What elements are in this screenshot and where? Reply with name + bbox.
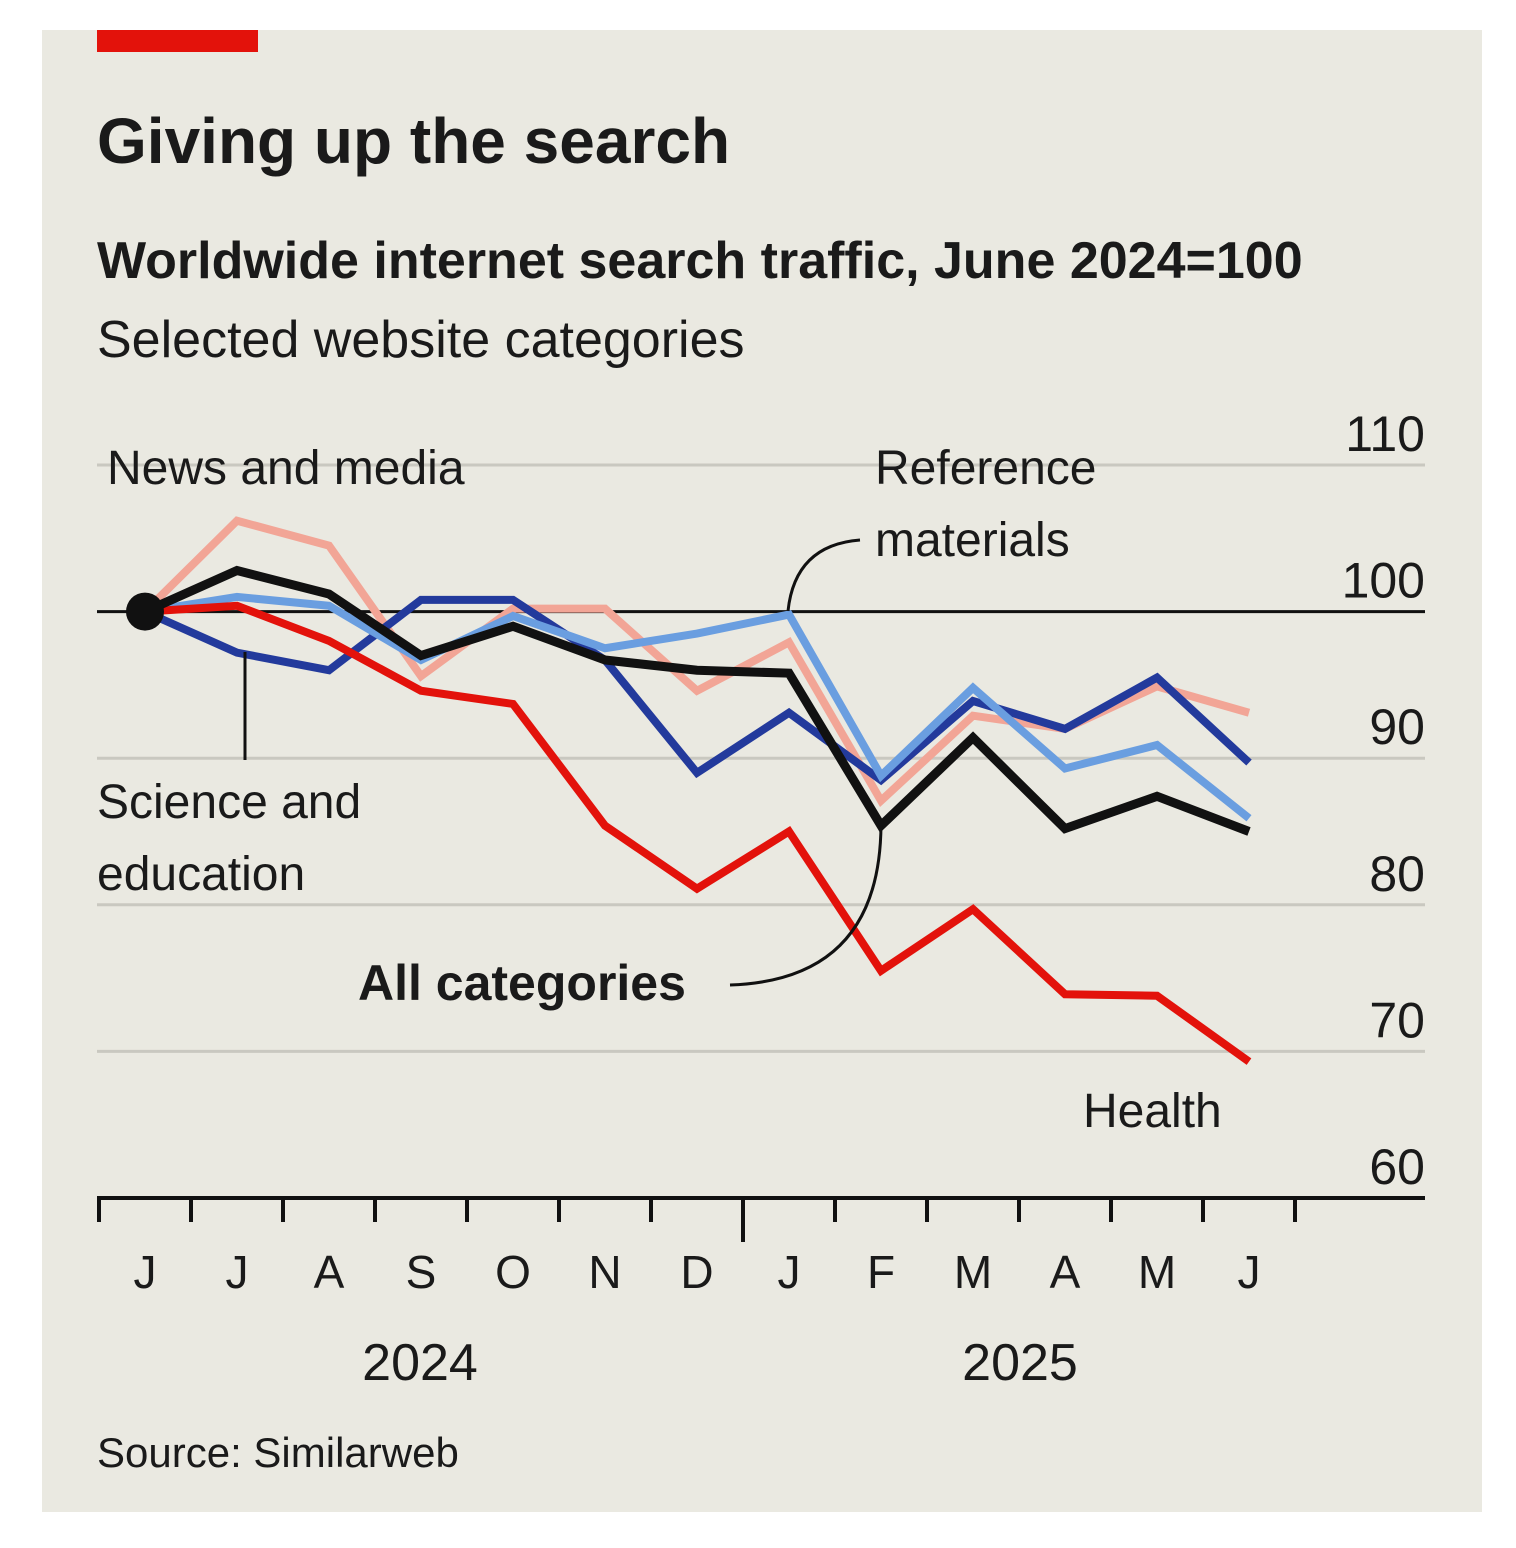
x-tick-label: D [680,1246,713,1298]
label-all: All categories [358,955,686,1011]
x-tick-label: A [1050,1246,1081,1298]
y-tick-label: 110 [1345,406,1425,462]
y-tick-label: 60 [1369,1139,1425,1195]
leader-reference [786,538,861,612]
x-tick-label: J [226,1246,249,1298]
label-news: News and media [107,442,465,495]
label-health: Health [1083,1085,1222,1138]
x-tick-label: O [495,1246,531,1298]
y-tick-label: 70 [1369,992,1425,1048]
year-label-2025: 2025 [962,1334,1078,1392]
series-line-all [143,565,1251,836]
series-line-health [144,601,1252,1065]
chart-subtitle: Worldwide internet search traffic, June … [97,232,1303,290]
year-label-2024: 2024 [362,1334,478,1392]
x-tick-label: J [134,1246,157,1298]
x-tick-label: S [406,1246,437,1298]
x-tick-label: J [1238,1246,1261,1298]
x-tick-label: M [954,1246,992,1298]
y-tick-label: 90 [1369,699,1425,755]
chart-subtitle-2: Selected website categories [97,311,745,369]
x-tick-label: F [867,1246,895,1298]
x-tick-label: A [314,1246,345,1298]
label-reference-1: Reference [875,442,1096,495]
chart-panel [42,30,1482,1512]
series-line-news [143,595,1252,786]
chart-title: Giving up the search [97,105,730,177]
label-reference-2: materials [875,514,1070,567]
x-tick-label: N [588,1246,621,1298]
y-tick-label: 100 [1342,553,1425,609]
source-note: Source: Similarweb [97,1429,459,1476]
accent-bar [97,30,258,52]
start-point-marker [126,592,164,631]
label-science-2: education [97,848,305,901]
y-tick-label: 80 [1369,846,1425,902]
leader-all [729,824,883,987]
x-tick-label: M [1138,1246,1176,1298]
series-line-science [144,592,1252,822]
label-science-1: Science and [97,776,361,829]
x-tick-label: J [778,1246,801,1298]
